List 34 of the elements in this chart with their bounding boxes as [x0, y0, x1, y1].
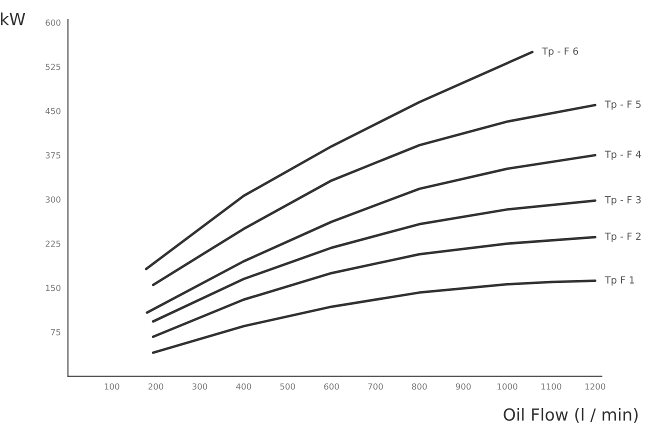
line-series: [146, 154, 596, 314]
y-tick-label: 375: [46, 152, 60, 158]
x-tick-label: 600: [324, 383, 339, 390]
x-tick-label: 300: [192, 383, 208, 390]
y-tick-label: 225: [46, 240, 60, 247]
series-label: Tp F 1: [604, 276, 634, 286]
x-tick-label: 900: [456, 383, 471, 390]
series-label: Tp - F 2: [604, 232, 641, 242]
y-tick-label: 75: [51, 329, 60, 336]
line-series: [152, 104, 596, 286]
y-tick-label: 450: [45, 108, 60, 114]
x-tick-label: 800: [412, 383, 427, 390]
x-tick-label: 1200: [585, 383, 606, 390]
series-label: Tp - F 5: [604, 100, 641, 110]
x-axis-title: Oil Flow (l / min): [504, 408, 638, 423]
line-series: [152, 199, 596, 323]
y-tick-label: 600: [46, 20, 60, 26]
series-label: Tp - F 6: [542, 47, 578, 57]
y-tick-label: 300: [46, 196, 60, 203]
x-tick-label: 700: [368, 383, 383, 390]
line-series: [152, 280, 596, 354]
x-tick-label: 1000: [498, 383, 518, 390]
y-tick-label: 525: [46, 64, 60, 70]
series-label: Tp - F 4: [604, 150, 641, 160]
series-label: Tp - F 3: [604, 196, 641, 206]
x-tick-label: 200: [148, 383, 164, 390]
line-series: [152, 236, 596, 338]
y-axis-title: kW: [1, 12, 26, 26]
x-tick-label: 1100: [542, 383, 562, 390]
x-tick-label: 400: [236, 383, 252, 390]
x-tick-label: 100: [104, 383, 120, 390]
x-tick-label: 500: [280, 383, 295, 390]
y-tick-label: 150: [46, 284, 60, 292]
line-series: [144, 50, 534, 270]
